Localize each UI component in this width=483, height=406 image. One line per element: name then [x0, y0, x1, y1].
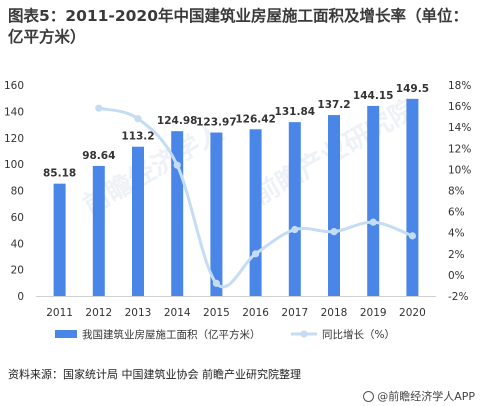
bar-data-label: 124.98: [157, 115, 198, 127]
brand-label: @前瞻经济学人APP: [377, 390, 475, 403]
right-tick-label: 16%: [448, 101, 471, 113]
bar: [288, 122, 301, 296]
bar-data-label: 131.84: [275, 106, 316, 118]
left-tick-label: 60: [11, 212, 24, 224]
legend-bar-label: 我国建筑业房屋施工面积（亿平方米）: [82, 328, 261, 341]
growth-line-series: [95, 104, 416, 289]
right-tick-label: 18%: [448, 80, 471, 92]
right-tick-label: 2%: [448, 249, 465, 261]
right-tick-label: 8%: [448, 186, 465, 198]
left-tick-label: 100: [4, 159, 24, 171]
right-tick-label: 6%: [448, 207, 465, 219]
bar: [53, 183, 66, 296]
x-tick-label: 2019: [360, 307, 387, 319]
legend: 我国建筑业房屋施工面积（亿平方米） 同比增长（%）: [55, 328, 395, 341]
growth-line: [98, 106, 413, 289]
bar-data-label: 137.2: [317, 99, 350, 111]
bar: [328, 115, 340, 296]
right-axis-ticks: -2% 0% 2% 4% 6% 8% 10% 12% 14% 16% 18%: [448, 80, 471, 303]
x-tick-label: 2017: [281, 307, 308, 319]
right-tick-label: 12%: [448, 143, 471, 155]
x-tick-label: 2013: [125, 307, 152, 319]
bar: [367, 105, 380, 296]
bar: [132, 146, 144, 296]
left-tick-label: 40: [11, 238, 24, 250]
right-tick-label: 10%: [448, 164, 471, 176]
x-tick-label: 2015: [203, 307, 230, 319]
bar-data-label: 149.5: [396, 83, 429, 95]
x-tick-label: 2018: [321, 307, 348, 319]
growth-point: [408, 232, 416, 240]
right-tick-label: 14%: [448, 122, 471, 134]
bar-data-label: 144.15: [353, 90, 394, 102]
left-tick-label: 0: [17, 291, 24, 303]
right-tick-label: 0%: [448, 270, 465, 282]
bar-data-label: 123.97: [196, 117, 237, 129]
bar-data-label: 126.42: [235, 113, 276, 125]
x-tick-label: 2020: [399, 307, 426, 319]
left-tick-label: 140: [4, 106, 24, 118]
bar: [210, 132, 223, 296]
growth-point: [330, 228, 338, 236]
growth-point: [173, 161, 181, 169]
brand-logo-icon: [363, 391, 375, 402]
legend-line-marker: [300, 330, 308, 338]
bar-data-label: 98.64: [82, 150, 115, 162]
bar-data-labels: 85.1898.64113.2124.98123.97126.42131.841…: [43, 83, 429, 180]
left-tick-label: 160: [4, 80, 24, 92]
brand-watermark: @前瞻经济学人APP: [363, 388, 475, 404]
left-axis-ticks: 0 20 40 60 80 100 120 140 160: [4, 80, 436, 303]
x-tick-label: 2012: [85, 307, 112, 319]
legend-bar-swatch: [55, 330, 77, 338]
bar: [406, 98, 419, 296]
legend-line-label: 同比增长（%）: [322, 328, 395, 341]
growth-point: [291, 225, 299, 234]
growth-point: [95, 104, 103, 112]
right-tick-label: 4%: [448, 228, 465, 240]
bar: [249, 129, 262, 296]
bar: [92, 165, 105, 296]
growth-point: [212, 279, 220, 287]
x-axis-ticks: 2011 2012 2013 2014 2015 2016 2017 2018 2019 2020: [46, 307, 426, 319]
bar-data-label: 85.18: [43, 168, 76, 180]
growth-point: [252, 250, 260, 258]
chart-title: 图表5：2011-2020年中国建筑业房屋施工面积及增长率（单位：亿平方米）: [8, 7, 468, 46]
left-tick-label: 20: [11, 265, 24, 277]
growth-point: [134, 115, 142, 123]
x-tick-label: 2014: [164, 307, 191, 319]
left-tick-label: 120: [4, 133, 24, 145]
x-tick-label: 2011: [46, 307, 73, 319]
growth-point: [369, 218, 377, 226]
source-note: 资料来源：国家统计局 中国建筑业协会 前瞻产业研究院整理: [8, 368, 301, 381]
bar-data-label: 113.2: [121, 131, 154, 143]
left-tick-label: 80: [11, 186, 24, 198]
right-tick-label: -2%: [448, 291, 468, 303]
x-tick-label: 2016: [242, 307, 269, 319]
